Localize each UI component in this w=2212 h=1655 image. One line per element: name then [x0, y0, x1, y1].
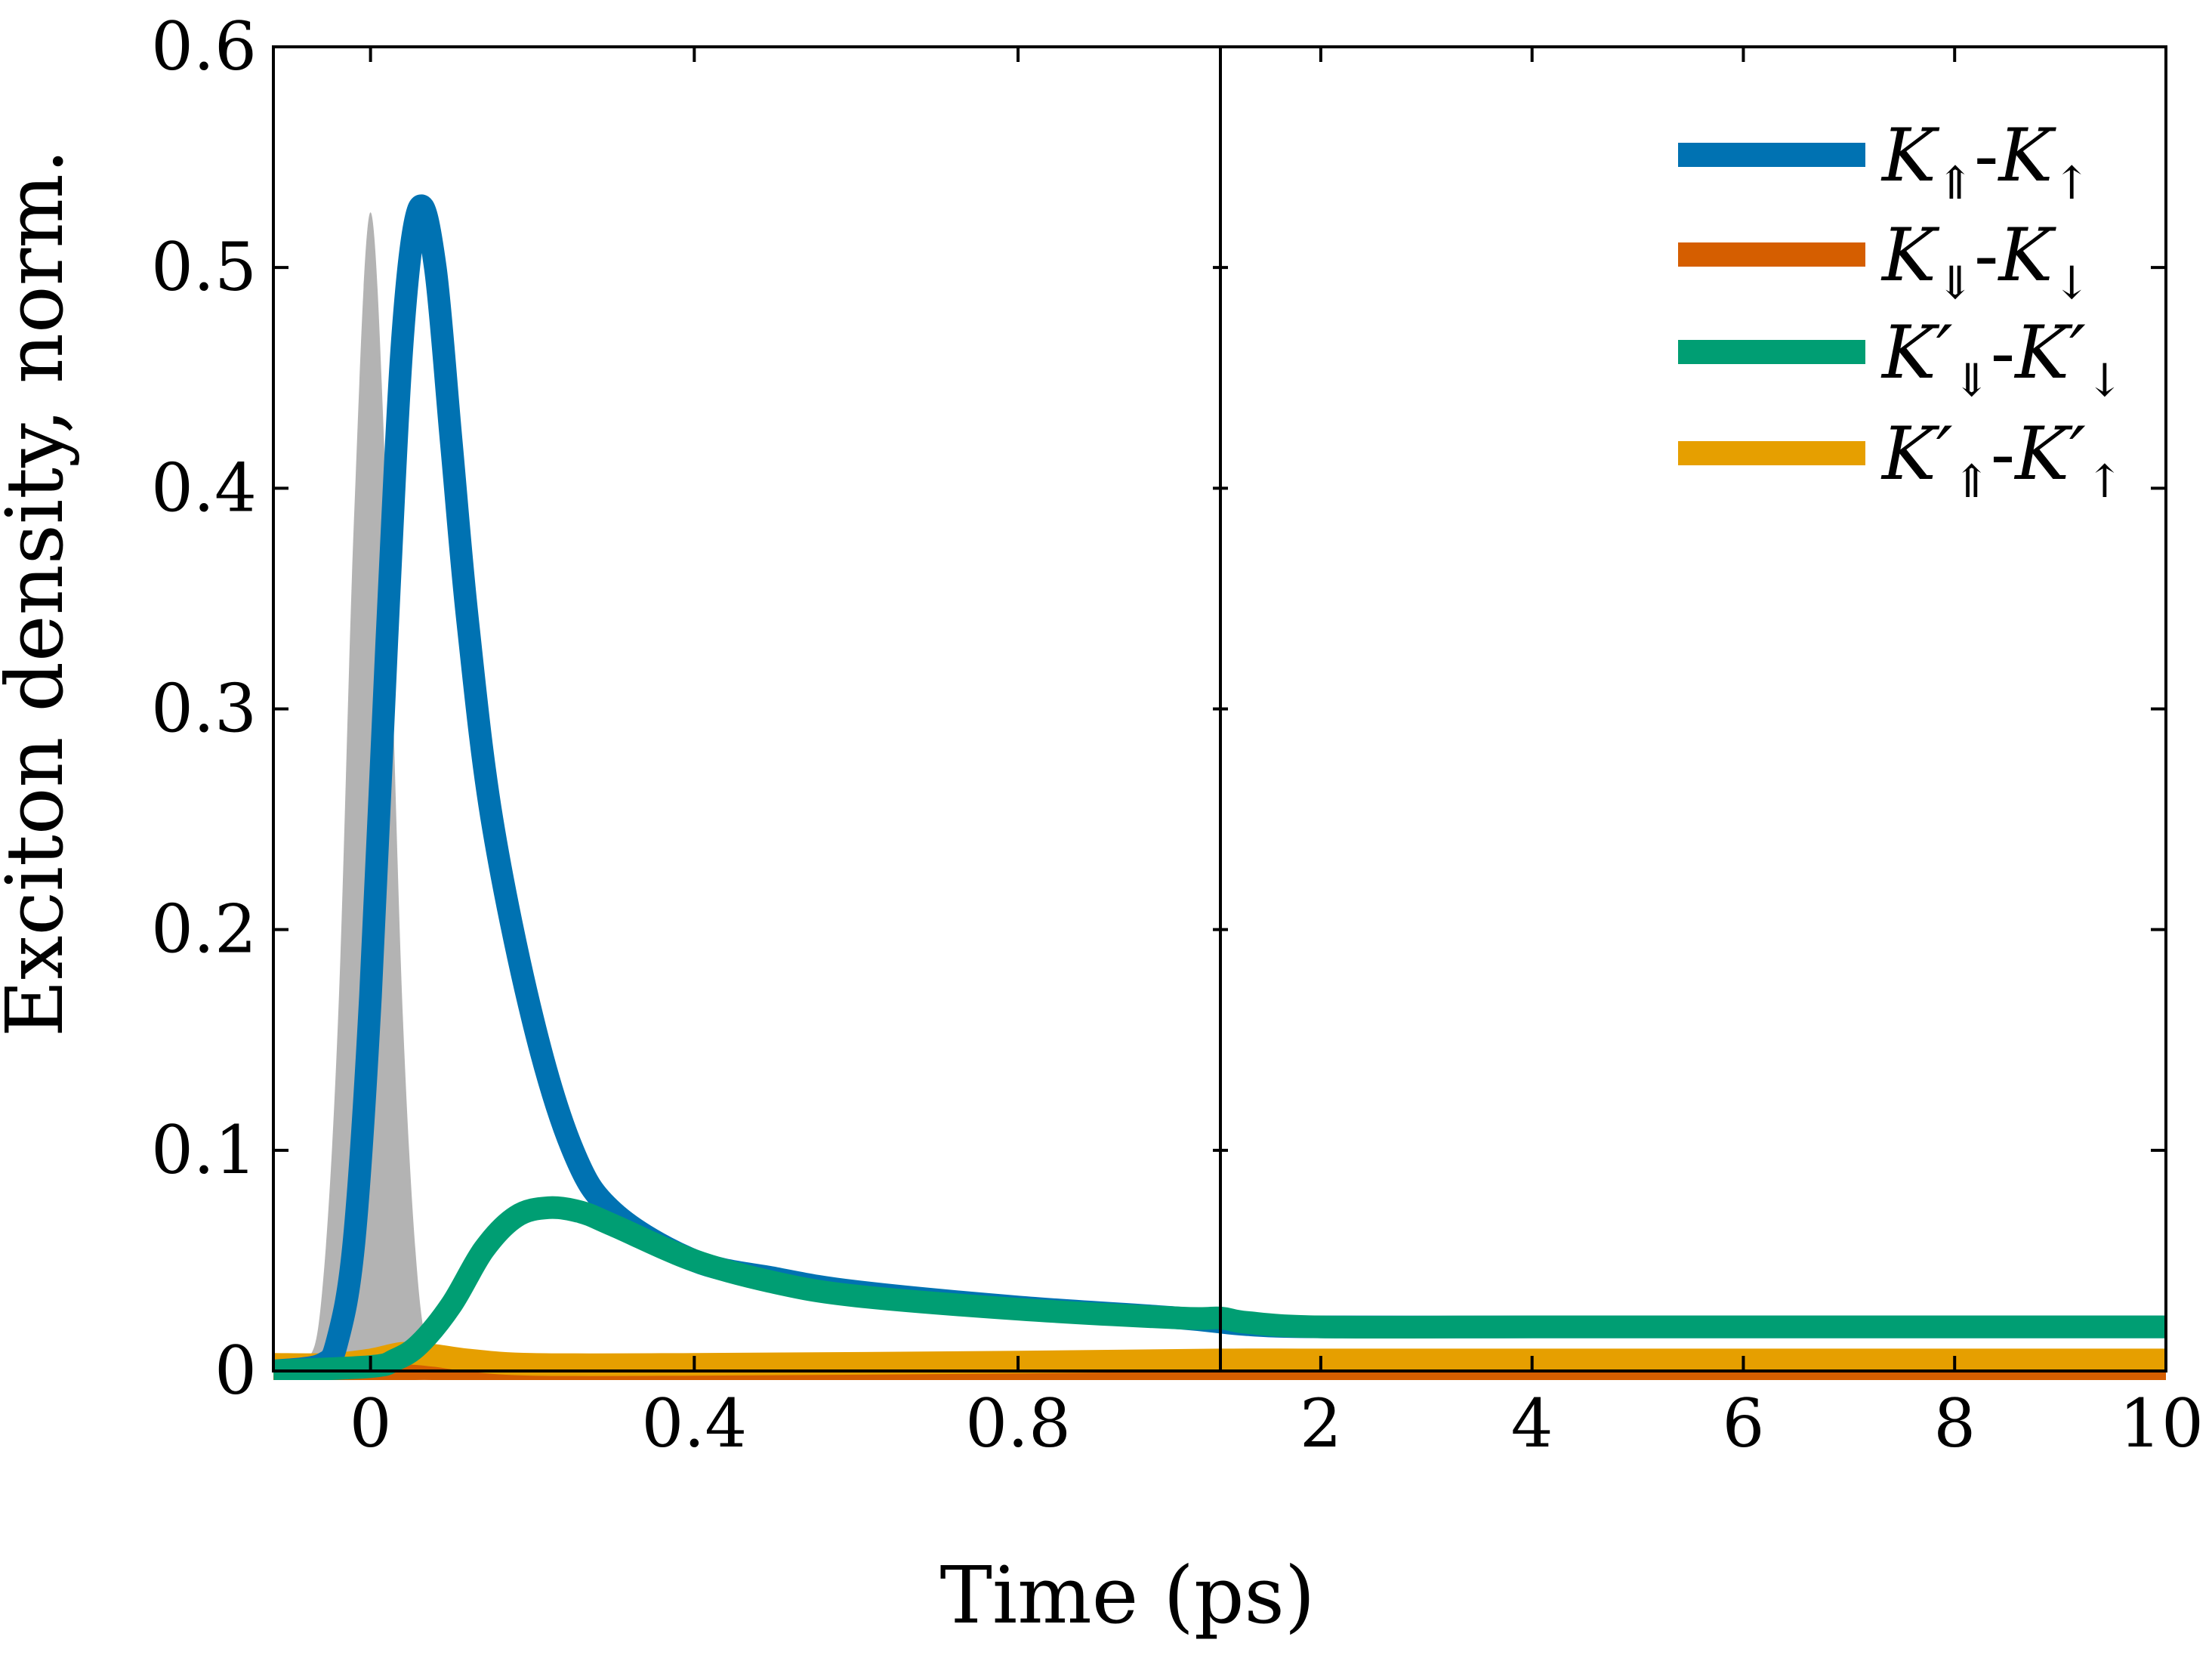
legend-label-1: K⇑-K↑: [1880, 113, 2090, 210]
y-tick-label: 0.5: [151, 228, 257, 306]
x-tick-label: 0.4: [641, 1385, 747, 1462]
x-tick-label: 0.8: [965, 1385, 1071, 1462]
y-axis-ticks: 0 0.1 0.2 0.3 0.4 0.5 0.6: [151, 8, 2166, 1410]
series-line-3: [273, 1196, 2166, 1380]
y-axis-title: Exciton density, norm.: [0, 149, 81, 1037]
x-axis-title: Time (ps): [940, 1549, 1316, 1641]
series-layer: [273, 194, 2166, 1380]
legend-label-2: K⇓-K↓: [1880, 213, 2090, 310]
y-tick-label: 0.6: [151, 8, 257, 85]
y-tick-label: 0.2: [151, 891, 257, 968]
x-axis-ticks: 0 0.4 0.8 2 4 6 8 10: [350, 47, 2204, 1462]
legend: K⇑-K↑K⇓-K↓K′⇓-K′↓K′⇑-K′↑: [1678, 113, 2124, 508]
x-tick-label: 8: [1933, 1385, 1976, 1462]
x-tick-label: 4: [1511, 1385, 1553, 1462]
legend-label-4: K′⇑-K′↑: [1880, 412, 2124, 508]
x-tick-label: 6: [1722, 1385, 1764, 1462]
legend-label-3: K′⇓-K′↓: [1880, 310, 2124, 407]
y-tick-label: 0.1: [151, 1111, 257, 1189]
y-tick-label: 0.3: [151, 670, 257, 748]
x-tick-label: 2: [1300, 1385, 1342, 1462]
x-tick-label: 10: [2119, 1385, 2204, 1462]
y-tick-label: 0.4: [151, 449, 257, 526]
y-tick-label: 0: [214, 1332, 257, 1410]
x-tick-label: 0: [350, 1385, 392, 1462]
